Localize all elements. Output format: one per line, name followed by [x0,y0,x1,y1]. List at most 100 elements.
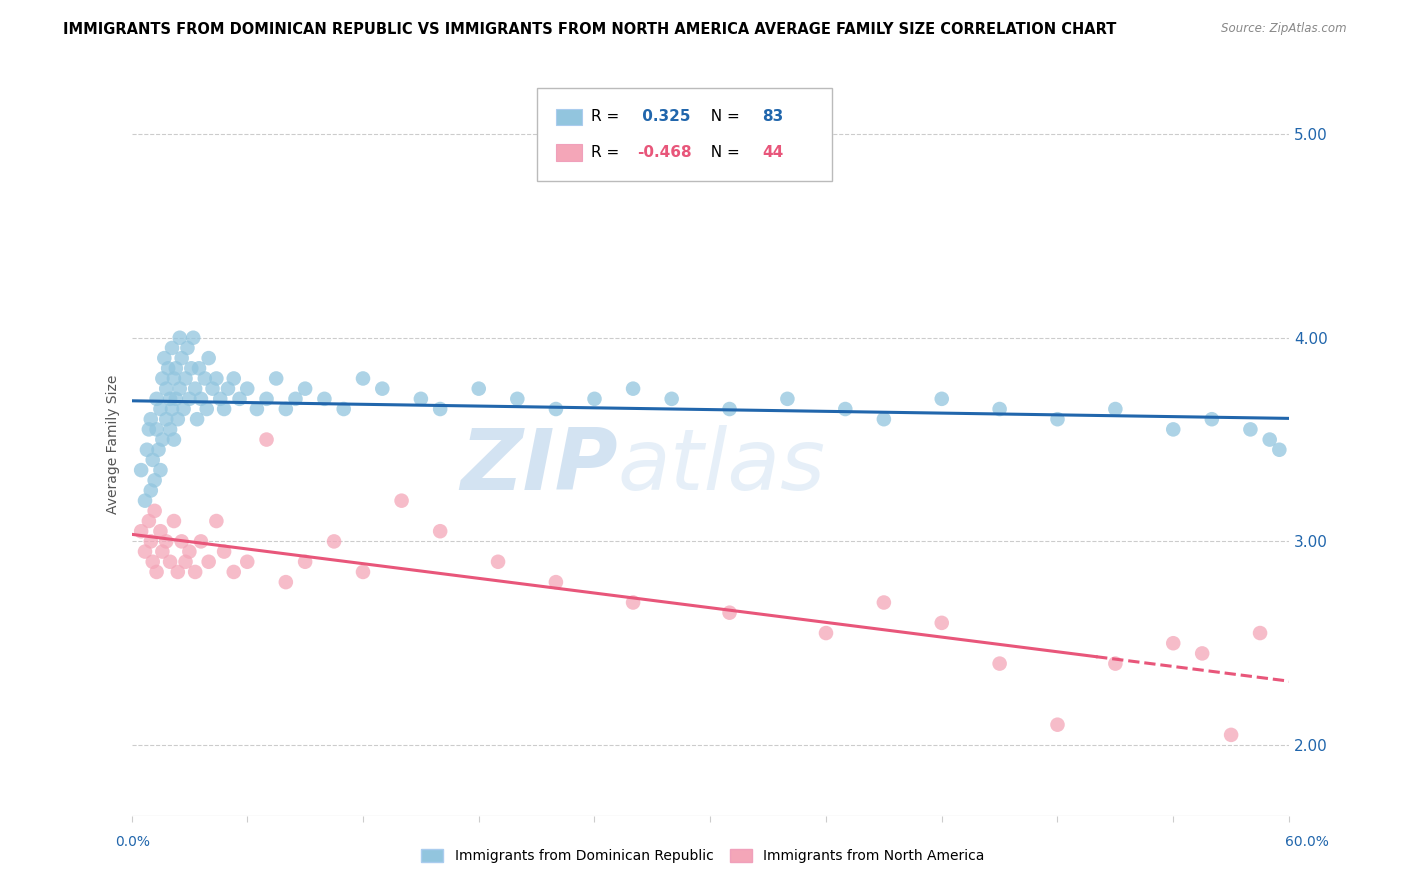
Point [621,382,644,396]
Text: N =: N = [702,145,745,160]
Point [209,392,232,406]
Point [294,382,316,396]
Point [391,493,413,508]
Point [621,595,644,609]
Point [184,565,207,579]
Point [145,392,167,406]
Point [314,392,336,406]
Text: 0.325: 0.325 [637,110,690,124]
Point [205,514,228,528]
Point [186,412,208,426]
Point [138,514,160,528]
Point [201,382,224,396]
Point [332,402,354,417]
Point [1268,442,1291,457]
Point [217,382,239,396]
Text: Source: ZipAtlas.com: Source: ZipAtlas.com [1222,22,1347,36]
Point [149,402,172,417]
Point [264,371,287,385]
Point [150,544,173,558]
Point [145,565,167,579]
Text: 83: 83 [762,110,783,124]
Point [174,371,197,385]
Point [544,575,567,590]
Point [166,565,188,579]
Point [150,371,173,385]
Point [160,402,183,417]
Point [873,595,896,609]
Point [139,483,162,498]
Point [157,361,180,376]
Point [1220,728,1243,742]
Point [129,524,152,539]
Point [988,402,1011,417]
Point [155,534,177,549]
Point [274,402,297,417]
Point [188,361,211,376]
Point [256,433,278,447]
Point [814,626,837,640]
Point [176,341,198,355]
Text: N =: N = [702,110,745,124]
Point [284,392,307,406]
Text: 0.0%: 0.0% [115,835,150,848]
Point [1191,647,1213,661]
Point [274,575,297,590]
Point [148,442,170,457]
Point [486,555,509,569]
Point [1239,422,1261,436]
Point [506,392,529,406]
Point [1249,626,1271,640]
Y-axis label: Average Family Size: Average Family Size [107,375,121,515]
Point [142,453,165,467]
Point [371,382,394,396]
Point [163,433,186,447]
FancyBboxPatch shape [557,109,582,125]
Text: -0.468: -0.468 [637,145,692,160]
Point [165,392,187,406]
Point [409,392,432,406]
Point [143,473,166,487]
Point [718,402,741,417]
Point [150,433,173,447]
Point [195,402,218,417]
Point [718,606,741,620]
Point [873,412,896,426]
Point [1104,402,1126,417]
Point [776,392,799,406]
Point [236,555,259,569]
Point [931,392,953,406]
Point [169,331,191,345]
Point [170,351,193,365]
Point [834,402,856,417]
Point [160,341,183,355]
Point [179,392,201,406]
Point [166,412,188,426]
Point [129,463,152,477]
Text: IMMIGRANTS FROM DOMINICAN REPUBLIC VS IMMIGRANTS FROM NORTH AMERICA AVERAGE FAMI: IMMIGRANTS FROM DOMINICAN REPUBLIC VS IM… [63,22,1116,37]
Point [181,331,204,345]
Point [323,534,346,549]
Point [170,534,193,549]
Point [1161,636,1184,650]
Legend: Immigrants from Dominican Republic, Immigrants from North America: Immigrants from Dominican Republic, Immi… [416,844,990,869]
Point [468,382,491,396]
Point [139,534,162,549]
Point [145,422,167,436]
Point [988,657,1011,671]
Point [1046,412,1069,426]
Point [155,412,177,426]
Point [352,371,374,385]
Point [143,504,166,518]
Point [222,371,245,385]
Point [212,544,235,558]
Point [190,534,212,549]
Text: ZIP: ZIP [460,425,617,508]
Text: atlas: atlas [617,425,825,508]
FancyBboxPatch shape [537,87,832,181]
Point [163,371,186,385]
Point [179,544,201,558]
Point [429,524,451,539]
Point [149,463,172,477]
Point [155,382,177,396]
